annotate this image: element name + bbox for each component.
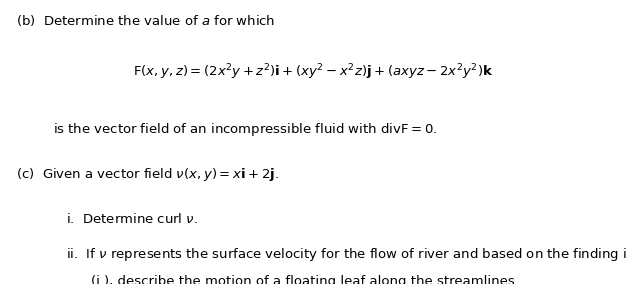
Text: (c)  Given a vector field $\nu(x, y) = x\mathbf{i} + 2\mathbf{j}$.: (c) Given a vector field $\nu(x, y) = x\… — [16, 166, 278, 183]
Text: (i.), describe the motion of a floating leaf along the streamlines.: (i.), describe the motion of a floating … — [91, 275, 519, 284]
Text: (b)  Determine the value of $a$ for which: (b) Determine the value of $a$ for which — [16, 13, 275, 28]
Text: i.  Determine curl $\nu$.: i. Determine curl $\nu$. — [66, 212, 198, 225]
Text: $\mathrm{F}(x, y, z) = (2x^2y + z^2)\mathbf{i} + (xy^2 - x^2z)\mathbf{j} + (axyz: $\mathrm{F}(x, y, z) = (2x^2y + z^2)\mat… — [134, 62, 493, 82]
Text: is the vector field of an incompressible fluid with $\mathrm{div}\mathrm{F} = 0$: is the vector field of an incompressible… — [53, 121, 438, 138]
Text: ii.  If $\nu$ represents the surface velocity for the flow of river and based on: ii. If $\nu$ represents the surface velo… — [66, 246, 627, 263]
